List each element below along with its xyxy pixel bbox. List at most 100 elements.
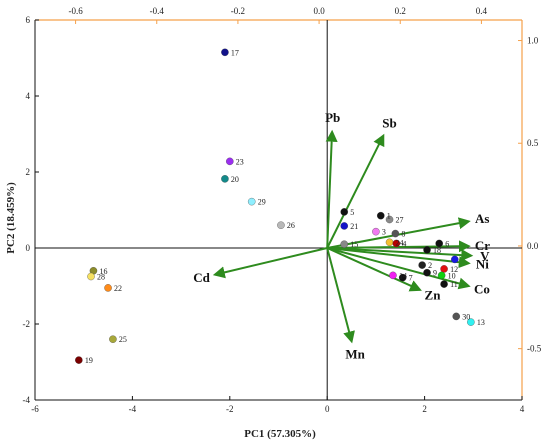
vector-label: Zn <box>425 288 442 303</box>
x-tick-label: -2 <box>226 404 234 414</box>
sample-point <box>109 335 117 343</box>
y-tick-label: 6 <box>26 15 31 25</box>
sample-point <box>277 221 285 229</box>
sample-point <box>87 272 95 281</box>
sample-point <box>440 280 448 288</box>
right-y-tick-label: 0.5 <box>527 138 539 148</box>
vector-label: Mn <box>345 347 365 362</box>
loading-vector <box>325 129 338 249</box>
sample-point-label: 15 <box>350 240 358 249</box>
sample-point-label: 29 <box>258 198 266 207</box>
sample-point-label: 14 <box>399 271 407 280</box>
sample-point-label: 27 <box>396 216 404 225</box>
top-x-tick-label: 0.4 <box>476 6 488 16</box>
vector-label: V <box>480 248 490 263</box>
sample-point-label: 13 <box>477 318 485 327</box>
y-tick-label: 2 <box>26 167 31 177</box>
sample-point-label: 23 <box>236 157 244 166</box>
sample-point <box>104 284 112 292</box>
x-tick-label: 2 <box>422 404 427 414</box>
x-axis-title: PC1 (57.305%) <box>244 428 316 440</box>
sample-point <box>372 227 380 236</box>
y-tick-label: 4 <box>26 91 31 101</box>
sample-point <box>423 246 431 254</box>
top-x-tick-label: -0.2 <box>231 6 245 16</box>
right-y-tick-label: 0.0 <box>527 241 539 251</box>
sample-point-label: 11 <box>450 280 458 289</box>
sample-point <box>467 318 475 326</box>
sample-point <box>451 255 459 264</box>
sample-point-label: 19 <box>85 356 93 365</box>
sample-point-label: 20 <box>231 175 239 184</box>
y-axis-title: PC2 (18.459%) <box>5 182 17 254</box>
sample-point-label: 22 <box>114 284 122 293</box>
x-tick-label: -4 <box>129 404 137 414</box>
sample-point <box>389 271 397 280</box>
sample-point-label: 6 <box>445 239 449 248</box>
top-x-tick-label: 0.2 <box>395 6 406 16</box>
vector-label: Cr <box>475 238 490 253</box>
sample-point-label: 7 <box>409 274 413 283</box>
loading-vector <box>326 247 471 290</box>
sample-point-label: 26 <box>287 221 295 230</box>
sample-point-label: 18 <box>433 246 441 255</box>
sample-point-label: 28 <box>97 273 105 282</box>
loading-vector <box>212 247 328 279</box>
sample-point <box>440 265 448 273</box>
sample-point <box>221 48 229 57</box>
y-tick-label: -2 <box>23 319 31 329</box>
sample-point <box>392 239 401 248</box>
sample-point <box>75 356 83 364</box>
sample-point <box>452 312 461 321</box>
loading-vector <box>327 240 471 253</box>
sample-point <box>435 239 443 248</box>
sample-point <box>385 238 394 247</box>
sample-point-label: 5 <box>350 208 354 217</box>
sample-point-label: 2 <box>428 261 432 270</box>
sample-point <box>398 273 407 282</box>
sample-point <box>385 215 394 224</box>
sample-point-label: 16 <box>99 267 107 276</box>
y-tick-label: 0 <box>26 243 31 253</box>
loading-vector <box>326 247 422 292</box>
vector-label: Sb <box>382 115 396 130</box>
sample-point-label: 24 <box>396 238 404 247</box>
sample-point-label: 3 <box>382 228 386 237</box>
y-tick-label: -4 <box>23 395 31 405</box>
sample-point <box>437 271 446 280</box>
sample-point-label: 25 <box>119 335 127 344</box>
vector-label: Ni <box>476 257 489 272</box>
loading-vector <box>327 247 474 262</box>
vector-label: Co <box>474 282 490 297</box>
sample-point-label: 12 <box>450 265 458 274</box>
vector-label: Pb <box>325 110 340 125</box>
x-tick-label: 0 <box>325 404 330 414</box>
sample-point <box>226 157 234 166</box>
vector-label: Cd <box>193 270 210 285</box>
sample-point-label: 1 <box>387 212 391 221</box>
sample-point <box>340 222 348 230</box>
sample-point <box>418 261 426 269</box>
sample-point-label: 30 <box>462 312 470 321</box>
sample-point <box>221 175 229 183</box>
x-tick-label: -6 <box>31 404 39 414</box>
vector-label: As <box>475 211 489 226</box>
sample-point <box>423 268 431 277</box>
sample-point-label: 8 <box>401 230 405 239</box>
x-tick-label: 4 <box>520 404 525 414</box>
right-y-tick-label: 1.0 <box>527 36 539 46</box>
sample-point <box>340 240 348 248</box>
top-x-tick-label: 0.0 <box>313 6 325 16</box>
sample-point-label: 21 <box>350 222 358 231</box>
top-x-tick-label: -0.4 <box>150 6 165 16</box>
loading-vector <box>326 247 355 344</box>
sample-point-label: 4 <box>402 239 406 248</box>
sample-point <box>377 211 385 220</box>
right-y-tick-label: -0.5 <box>527 344 542 354</box>
loading-vector <box>326 133 385 249</box>
top-x-tick-label: -0.6 <box>68 6 83 16</box>
sample-point-label: 10 <box>448 271 456 280</box>
sample-point <box>247 197 256 206</box>
sample-point-label: 17 <box>231 48 239 57</box>
